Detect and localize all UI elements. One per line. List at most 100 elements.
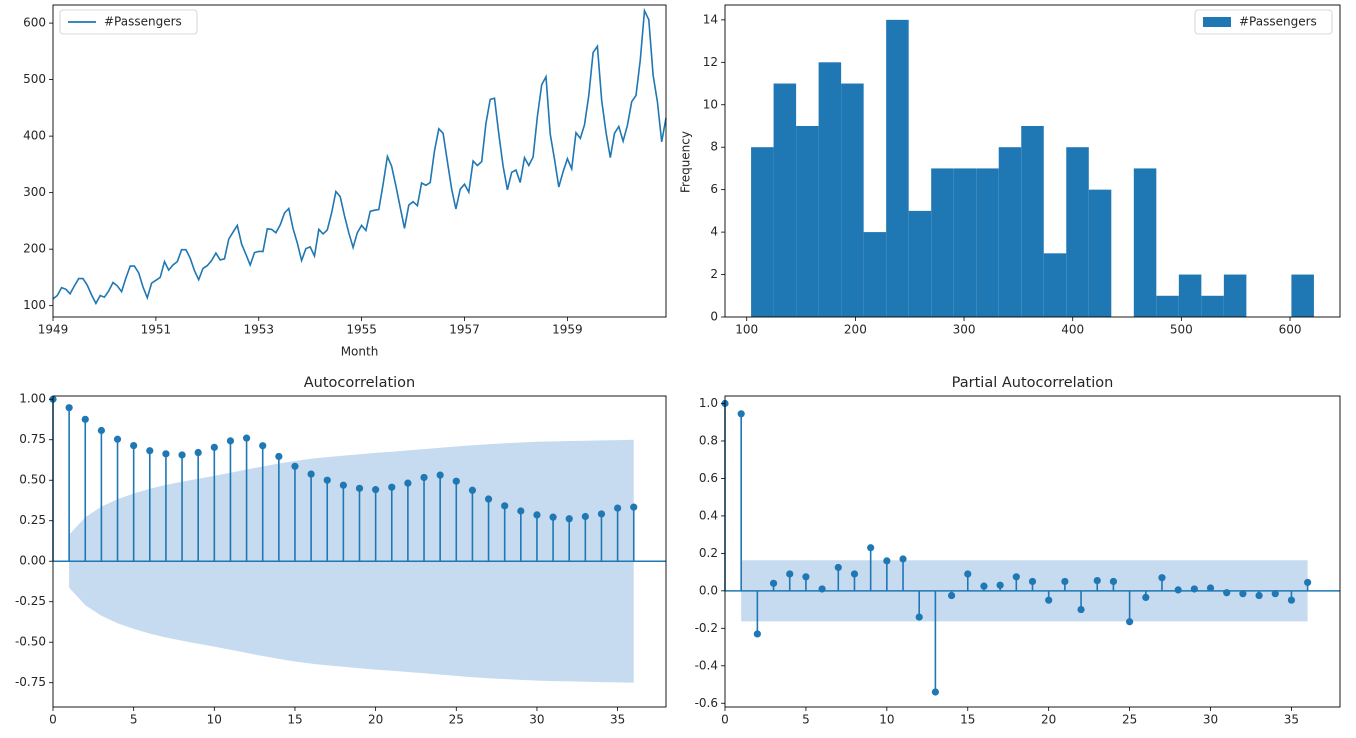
histogram-bar xyxy=(841,83,864,317)
stem-marker xyxy=(753,630,761,638)
stem-marker xyxy=(1012,573,1020,581)
x-tick-label: 1955 xyxy=(346,323,377,337)
stem-marker xyxy=(1223,589,1231,597)
stem-marker xyxy=(1206,584,1215,592)
axes-frame xyxy=(52,4,667,318)
y-tick-label: 0.2 xyxy=(699,546,718,560)
y-tick-label: 0.6 xyxy=(699,471,718,485)
stem-marker xyxy=(275,452,283,461)
stem-marker xyxy=(130,441,138,450)
stem-marker xyxy=(614,504,622,512)
y-tick-label: 0 xyxy=(710,310,718,324)
stem-marker xyxy=(291,462,299,470)
x-tick-label: 5 xyxy=(802,713,810,727)
stem-marker xyxy=(630,503,638,511)
stem-marker xyxy=(818,585,826,593)
stem-marker xyxy=(980,582,988,590)
stem-marker xyxy=(1109,577,1118,586)
x-tick-label: 5 xyxy=(130,713,138,727)
stem-marker xyxy=(1158,574,1166,582)
y-tick-label: 8 xyxy=(710,140,718,154)
y-tick-label: 0.75 xyxy=(19,432,46,446)
stem-marker xyxy=(1304,578,1312,587)
x-tick-label: 500 xyxy=(1170,323,1193,337)
stem-marker xyxy=(769,579,778,587)
y-tick-label: 0.4 xyxy=(699,508,718,522)
histogram-bar xyxy=(863,232,887,317)
x-tick-label: 10 xyxy=(207,713,222,727)
x-tick-label: 0 xyxy=(721,713,729,727)
histogram-bar xyxy=(773,83,797,317)
histogram-bar xyxy=(886,19,909,317)
stem-marker xyxy=(565,515,573,523)
stem-marker xyxy=(517,507,525,515)
passengers-series-line xyxy=(52,7,667,306)
histogram-bar xyxy=(908,210,932,317)
passengers-histogram: 100 200 300 400 500 600 0 2 4 6 8 10 12 14 Frequency #P… xyxy=(679,4,1341,337)
histogram-bar xyxy=(976,168,999,317)
stem-marker xyxy=(1028,577,1037,586)
stem-marker xyxy=(146,447,154,455)
y-tick-label: 100 xyxy=(23,298,46,312)
stem-marker xyxy=(834,563,842,572)
y-tick-label: 0.8 xyxy=(699,433,718,447)
stem-marker xyxy=(1093,576,1101,585)
x-tick-label: 35 xyxy=(610,713,625,727)
y-tick-label: -0.2 xyxy=(695,621,718,635)
stem-marker xyxy=(355,484,364,492)
y-tick-label: 12 xyxy=(703,55,718,69)
y-tick-label: 0.00 xyxy=(19,554,46,568)
legend-box xyxy=(59,9,198,35)
y-tick-label: 4 xyxy=(710,225,718,239)
y-tick-label: -0.4 xyxy=(695,658,718,672)
stem-marker xyxy=(597,510,606,518)
x-tick-label: 30 xyxy=(1203,713,1218,727)
stem-marker xyxy=(883,557,891,565)
x-axis-label: Month xyxy=(341,345,379,359)
x-tick-label: 1953 xyxy=(243,323,274,337)
y-tick-label: 14 xyxy=(703,12,718,26)
y-tick-label: 1.00 xyxy=(19,392,46,406)
stem-marker xyxy=(964,570,972,578)
x-tick-label: 0 xyxy=(49,713,57,727)
stem-marker xyxy=(65,404,73,412)
stem-marker xyxy=(97,426,105,435)
partial-autocorrelation-chart: 0 5 10 15 20 25 30 35 1.0 0.8 0.6 0.4 0.2 0.0 -0.2 -0.4… xyxy=(695,375,1341,727)
y-tick-label: -0.75 xyxy=(15,675,46,689)
stem-marker xyxy=(1287,596,1296,604)
stem-marker xyxy=(1190,585,1198,593)
stem-marker xyxy=(581,512,589,521)
y-tick-label: -0.6 xyxy=(695,696,718,710)
y-tick-label: 600 xyxy=(23,16,46,30)
stem-marker xyxy=(404,479,412,487)
stem-marker xyxy=(533,511,541,519)
stem-marker xyxy=(339,481,347,489)
y-tick-label: 2 xyxy=(710,267,718,281)
y-tick-label: 400 xyxy=(23,129,46,143)
stem-marker xyxy=(259,442,267,450)
stem-marker xyxy=(388,483,396,491)
x-tick-label: 20 xyxy=(1041,713,1056,727)
y-tick-label: 6 xyxy=(710,182,718,196)
x-tick-label: 25 xyxy=(1122,713,1137,727)
stem-marker xyxy=(996,581,1004,589)
x-tick-label: 15 xyxy=(287,713,302,727)
x-tick-label: 100 xyxy=(735,323,758,337)
histogram-bar xyxy=(953,168,977,317)
stem-marker xyxy=(867,544,875,552)
x-tick-label: 35 xyxy=(1284,713,1299,727)
y-tick-label: 10 xyxy=(703,97,718,111)
axes-frame xyxy=(724,395,1341,708)
x-tick-label: 15 xyxy=(960,713,975,727)
stem-marker xyxy=(1045,596,1053,604)
y-tick-label: -0.50 xyxy=(15,635,46,649)
stem-marker xyxy=(242,434,251,442)
stem-marker xyxy=(786,570,794,578)
x-tick-label: 20 xyxy=(368,713,383,727)
axes-frame xyxy=(724,4,1341,318)
histogram-bar xyxy=(1066,147,1089,317)
histogram-bar xyxy=(1201,295,1224,317)
stem-marker xyxy=(899,555,907,563)
stem-marker xyxy=(210,443,218,451)
